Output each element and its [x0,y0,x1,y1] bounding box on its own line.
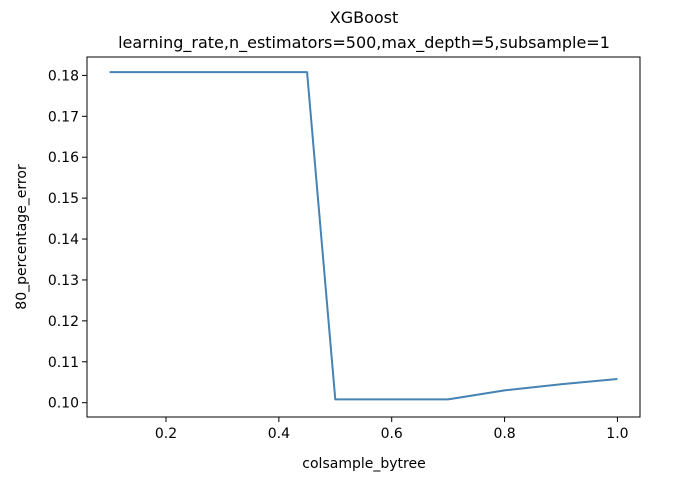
y-tick-label: 0.15 [48,191,79,207]
x-tick-label: 0.2 [155,426,177,442]
chart-title: XGBoost [330,8,399,27]
x-tick-label: 0.6 [381,426,403,442]
plot-series [109,71,618,401]
x-tick-label: 1.0 [606,426,628,442]
series-line-0 [109,71,618,401]
y-tick-label: 0.10 [48,396,79,412]
y-tick-label: 0.12 [48,314,79,330]
x-tick-label: 0.4 [268,426,290,442]
y-tick-label: 0.16 [48,150,79,166]
x-axis-label: colsample_bytree [302,456,425,472]
x-axis: 0.2 0.4 0.6 0.8 1.0 [155,417,629,442]
y-tick-label: 0.13 [48,273,79,289]
y-axis-label: 80_percentage_error [14,164,30,310]
x-tick-label: 0.8 [493,426,515,442]
plot-frame [86,56,641,418]
y-tick-label: 0.14 [48,232,79,248]
y-axis: 0.10 0.11 0.12 0.13 0.14 0.15 0.16 0.17 0.18 [48,68,87,412]
y-tick-label: 0.17 [48,109,79,125]
y-tick-label: 0.18 [48,68,79,84]
chart-subtitle: learning_rate,n_estimators=500,max_depth… [118,33,610,53]
y-tick-label: 0.11 [48,355,79,371]
